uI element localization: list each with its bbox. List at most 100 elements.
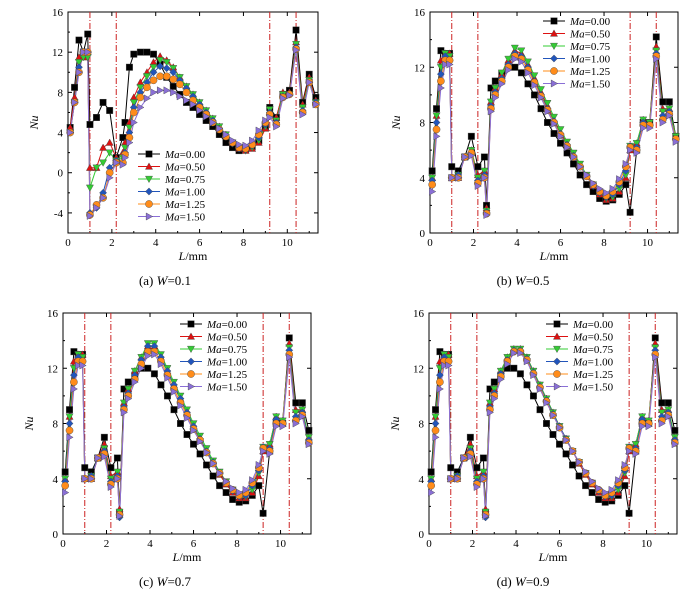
series-point-5 [582,467,590,476]
x-tick-label: 6 [558,237,564,249]
series-point-5 [608,485,616,494]
series-point-4 [129,108,138,117]
series-point-5 [75,361,83,370]
series-point-5 [524,68,532,77]
series-point-0 [664,399,672,407]
y-axis-label: Nu [27,115,41,130]
series-point-5 [550,119,559,128]
x-tick-label: 2 [471,237,477,249]
series-point-5 [66,433,74,442]
series-point-5 [505,66,513,74]
legend-label-value: =1.00 [585,54,611,66]
series-line-1 [64,342,310,510]
series-point-5 [209,118,217,127]
series-point-5 [622,159,630,168]
series-point-5 [433,132,441,141]
series-point-5 [210,459,218,468]
series-point-2 [432,112,441,120]
series-point-0 [222,489,230,497]
legend-marker [550,42,558,51]
legend-label: Ma=1.50 [572,382,614,394]
series-point-5 [292,46,301,55]
series-point-5 [658,419,666,428]
series-point-5 [615,476,623,485]
series-point-2 [143,73,151,81]
series-point-5 [255,460,263,469]
series-point-0 [61,468,69,476]
series-point-5 [177,401,185,410]
x-tick-label: 8 [241,237,247,249]
series-point-2 [523,58,532,66]
legend-marker [145,212,154,221]
legend-label: Ma=1.25 [572,369,614,381]
series-point-0 [124,378,132,386]
series-point-0 [652,33,660,41]
series-point-5 [137,103,145,112]
series-point-0 [190,440,197,448]
series-point-5 [203,448,211,457]
series-point-2 [537,86,545,94]
series-point-5 [523,357,531,366]
legend-label-var: Ma [164,174,180,186]
series-point-5 [429,187,437,196]
series-point-0 [626,208,634,216]
x-tick-label: 4 [514,237,520,249]
legend-marker [187,345,195,354]
series-point-5 [196,106,204,115]
series-point-5 [305,440,313,449]
series-point-4 [431,426,440,435]
series-point-5 [672,137,680,146]
legend-label: Ma=0.75 [572,344,614,356]
y-tick-label: 4 [58,128,64,140]
legend-label: Ma=0.00 [164,149,206,161]
series-point-5 [446,60,454,69]
series-point-5 [249,136,257,145]
x-axis-label: L/mm [172,550,202,564]
series-point-5 [116,512,124,520]
legend-marker [550,67,558,75]
series-point-5 [126,138,134,147]
y-tick-label: 16 [414,7,426,19]
series-point-5 [67,128,75,137]
series-point-0 [255,482,263,490]
series-point-2 [85,184,94,192]
series-point-0 [588,489,596,497]
series-point-0 [562,450,570,458]
series-point-5 [242,141,250,150]
series-point-5 [216,469,224,478]
series-point-5 [460,454,468,462]
series-point-4 [162,72,171,81]
legend-marker [187,332,195,340]
legend-label: Ma=1.50 [569,79,611,91]
series-point-5 [595,484,603,493]
legend-marker [187,320,195,328]
series-point-1 [136,78,145,86]
series-point-5 [120,408,128,417]
legend-label-value: =0.00 [180,149,206,161]
series-point-5 [511,55,519,63]
series-point-5 [665,412,673,421]
series-point-5 [576,458,584,467]
caption-b: (b) W=0.5 [373,273,673,289]
x-axis-label-var: L [172,550,180,564]
series-point-5 [144,351,152,360]
series-point-0 [530,91,538,99]
series-point-5 [437,84,445,92]
series-point-3 [65,419,74,428]
series-point-0 [511,63,519,71]
series-point-5 [81,474,89,483]
x-axis-label: L/mm [178,249,208,263]
legend-marker [187,370,195,378]
series-point-4 [149,76,158,85]
series-point-5 [468,151,476,160]
series-point-0 [292,26,300,34]
legend-label: Ma=1.00 [206,357,248,369]
series-point-5 [312,100,320,109]
series-point-0 [529,392,537,400]
series-point-5 [260,447,268,456]
series-point-0 [81,464,89,472]
y-tick-label: 0 [53,529,59,541]
series-point-5 [286,353,294,362]
series-point-5 [671,440,679,449]
series-point-5 [94,454,102,462]
